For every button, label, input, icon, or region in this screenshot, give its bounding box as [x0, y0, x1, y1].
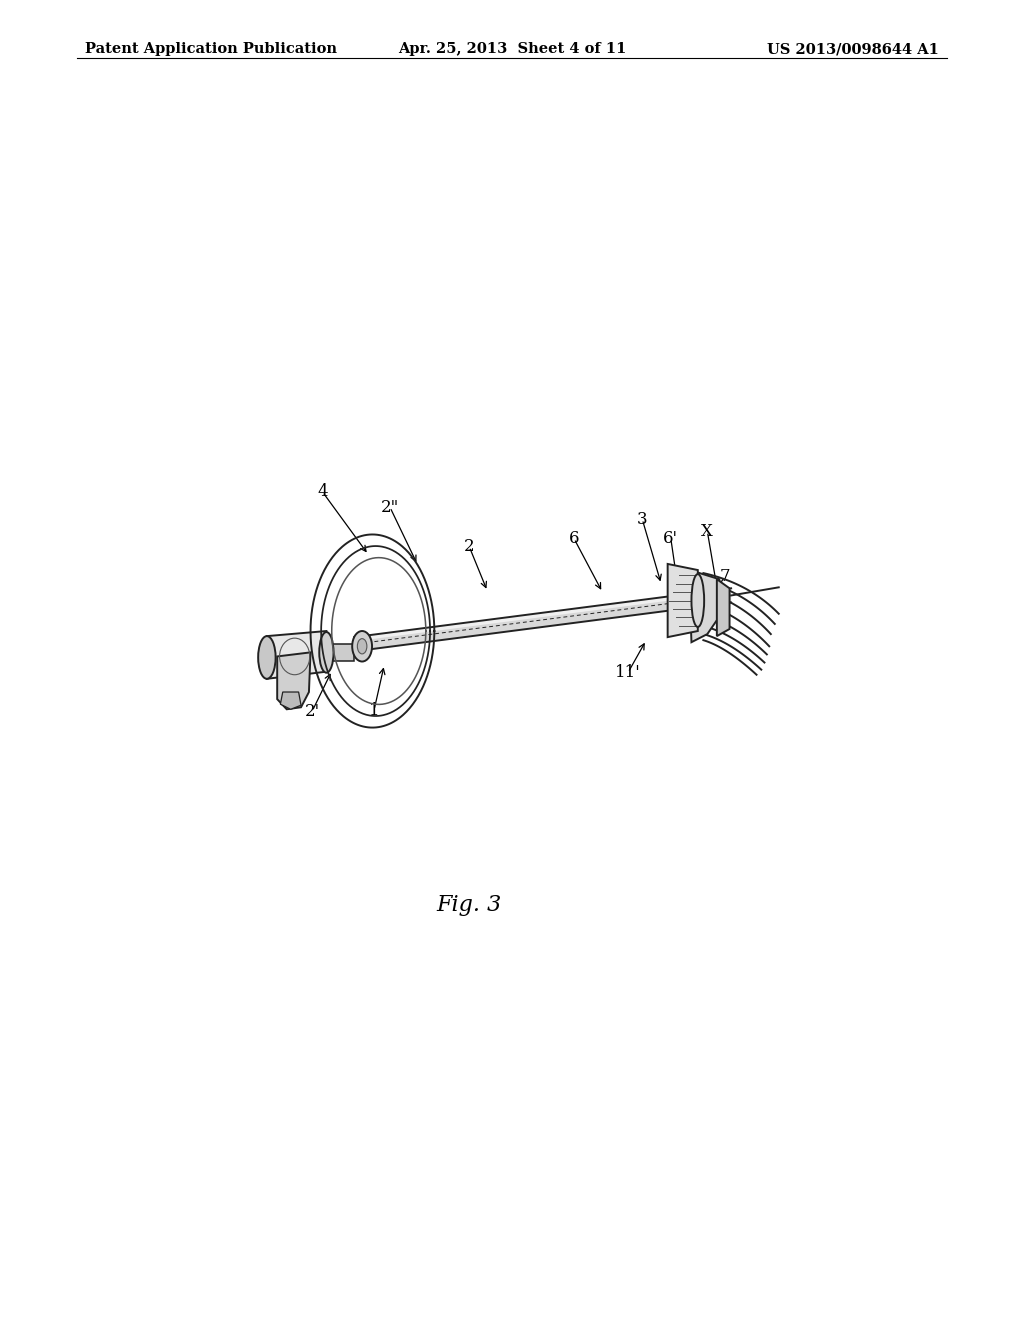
Text: Fig. 3: Fig. 3 — [436, 895, 502, 916]
Ellipse shape — [357, 639, 367, 653]
Ellipse shape — [258, 636, 275, 678]
Polygon shape — [281, 692, 301, 709]
Polygon shape — [354, 589, 731, 642]
Text: 11': 11' — [615, 664, 641, 681]
Text: 6': 6' — [664, 531, 678, 546]
Ellipse shape — [319, 632, 334, 673]
Text: 2: 2 — [464, 539, 474, 556]
Text: 7: 7 — [720, 568, 730, 585]
Text: 2": 2" — [381, 499, 399, 516]
Text: 3: 3 — [637, 511, 647, 528]
Text: Apr. 25, 2013  Sheet 4 of 11: Apr. 25, 2013 Sheet 4 of 11 — [397, 42, 627, 57]
Text: 4: 4 — [317, 483, 328, 500]
Polygon shape — [717, 579, 729, 636]
Polygon shape — [278, 652, 310, 709]
Text: US 2013/0098644 A1: US 2013/0098644 A1 — [767, 42, 939, 57]
Polygon shape — [354, 589, 731, 651]
Polygon shape — [327, 644, 354, 660]
Text: X: X — [701, 523, 714, 540]
Polygon shape — [668, 564, 697, 638]
Text: 6: 6 — [568, 531, 580, 546]
Ellipse shape — [691, 574, 705, 627]
Text: 2': 2' — [304, 702, 319, 719]
Ellipse shape — [352, 631, 372, 661]
Text: 1: 1 — [369, 702, 379, 719]
Text: Patent Application Publication: Patent Application Publication — [85, 42, 337, 57]
Polygon shape — [267, 631, 327, 678]
Polygon shape — [690, 572, 725, 643]
